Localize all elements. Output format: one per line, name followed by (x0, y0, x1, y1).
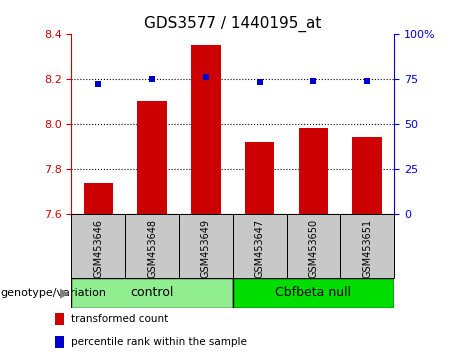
Point (95, 81, 102, 87)
Bar (55, 336, 64, 348)
Bar (71, 278, 233, 308)
Text: GSM453650: GSM453650 (308, 219, 319, 278)
Text: GSM453649: GSM453649 (201, 219, 211, 278)
Bar (71, 214, 125, 278)
Bar (233, 214, 287, 278)
Bar (55, 313, 64, 325)
Bar (287, 214, 340, 278)
Text: transformed count: transformed count (71, 314, 168, 324)
Bar (245, 142, 274, 214)
Text: GSM453651: GSM453651 (362, 219, 372, 278)
Point (364, 78, 371, 84)
Title: GDS3577 / 1440195_at: GDS3577 / 1440195_at (144, 16, 321, 32)
Point (256, 80, 263, 85)
Bar (233, 278, 394, 308)
Text: genotype/variation: genotype/variation (0, 288, 106, 298)
Bar (353, 137, 382, 214)
Text: percentile rank within the sample: percentile rank within the sample (71, 337, 247, 347)
Bar (125, 214, 179, 278)
Bar (299, 129, 328, 214)
Point (202, 74, 210, 80)
Point (310, 78, 317, 84)
Text: ▶: ▶ (59, 286, 69, 299)
Text: GSM453648: GSM453648 (147, 219, 157, 278)
Text: Cbfbeta null: Cbfbeta null (275, 286, 352, 299)
Bar (191, 45, 221, 214)
Bar (137, 101, 167, 214)
Bar (340, 214, 394, 278)
Point (148, 76, 156, 82)
Text: GSM453646: GSM453646 (93, 219, 103, 278)
Text: control: control (130, 286, 174, 299)
Text: GSM453647: GSM453647 (254, 219, 265, 278)
Bar (83, 183, 113, 214)
Bar (179, 214, 233, 278)
